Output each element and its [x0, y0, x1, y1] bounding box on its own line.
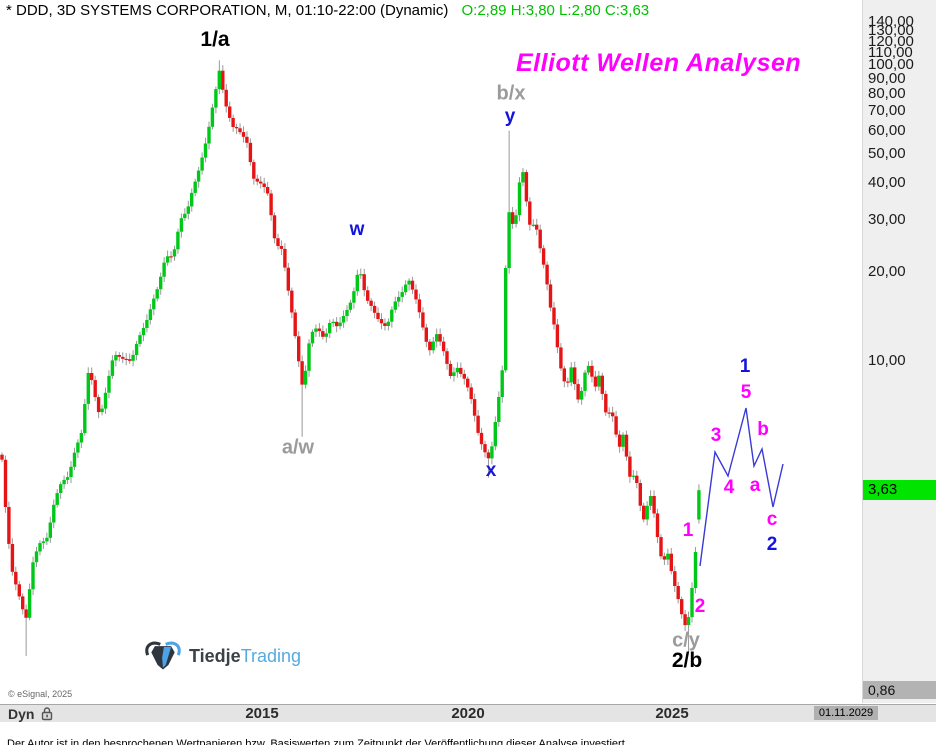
y-axis-label: 10,00 — [868, 352, 906, 369]
year-label-2025: 2025 — [655, 705, 689, 722]
wave-label-x: x — [485, 460, 497, 481]
wave-label-3: 3 — [710, 425, 722, 446]
candle-bodies — [0, 70, 701, 626]
future-date-tag: 01.11.2029 — [814, 706, 878, 720]
y-axis-label: 90,00 — [868, 69, 906, 87]
wave-label-4: 4 — [723, 477, 735, 498]
y-axis-label: 60,00 — [868, 121, 906, 139]
brand-text: TiedjeTrading — [189, 646, 301, 667]
tiedje-trading-logo: TiedjeTrading — [143, 637, 301, 675]
y-axis-label: 70,00 — [868, 101, 906, 119]
candlestick-chart[interactable] — [0, 0, 862, 703]
wave-label-5: 5 — [740, 382, 752, 403]
brand-tiedje: Tiedje — [189, 645, 241, 666]
y-axis-label: 50,00 — [868, 145, 906, 163]
price-axis[interactable]: 140,00 130,00 120,00 110,00 100,00 90,00 80,00… — [862, 0, 936, 703]
wave-label-2-b: 2/b — [671, 649, 703, 672]
esignal-copyright: © eSignal, 2025 — [8, 689, 73, 699]
brand-trading: Trading — [240, 645, 302, 666]
wave-label-1-a: 1/a — [200, 28, 230, 51]
time-axis-bar[interactable]: Dyn 2015 2020 2025 01.11.2029 — [0, 704, 936, 722]
year-label-2015: 2015 — [245, 705, 279, 722]
elliott-projection-line — [699, 407, 784, 567]
low-price-tag: 0,86 — [863, 681, 936, 699]
bull-icon — [145, 641, 181, 670]
wave-label-b: b — [757, 419, 769, 440]
candle-wicks — [1, 60, 700, 656]
lock-icon[interactable] — [40, 706, 54, 726]
symbol-title-bar: * DDD, 3D SYSTEMS CORPORATION, M, 01:10-… — [6, 2, 649, 19]
wave-label-2: 2 — [694, 596, 706, 617]
wave-label-w: w — [349, 219, 365, 240]
wave-label-b-x: b/x — [496, 82, 526, 105]
y-axis-label: 100,00 — [868, 56, 914, 74]
y-axis-label: 120,00 — [868, 32, 914, 50]
watermark-text: Elliott Wellen Analysen — [516, 49, 802, 77]
wave-label-1: 1 — [739, 356, 751, 377]
y-axis-label: 20,00 — [868, 262, 906, 280]
dyn-mode-button[interactable]: Dyn — [8, 706, 35, 722]
last-price-tag: 3,63 — [863, 480, 936, 501]
y-axis-label: 130,00 — [868, 22, 914, 40]
ohlc-readout: O:2,89 H:3,80 L:2,80 C:3,63 — [461, 2, 650, 19]
year-label-2020: 2020 — [451, 705, 485, 722]
wave-label-c-y: c/y — [672, 629, 700, 652]
symbol-title: * DDD, 3D SYSTEMS CORPORATION, M, 01:10-… — [6, 2, 449, 19]
wave-label-1: 1 — [682, 520, 694, 541]
y-axis-label: 140,00 — [868, 12, 914, 30]
y-axis-label: 30,00 — [868, 210, 906, 228]
wave-label-c: c — [766, 509, 778, 530]
y-axis-label: 80,00 — [868, 84, 906, 102]
y-axis-label: 40,00 — [868, 173, 906, 191]
y-axis-label: 110,00 — [868, 43, 913, 61]
wave-label-a: a — [749, 475, 761, 496]
wave-label-y: y — [504, 106, 516, 127]
disclaimer-text: Der Autor ist in den besprochenen Wertpa… — [7, 738, 628, 745]
wave-label-a-w: a/w — [281, 436, 315, 459]
chart-pane[interactable]: Elliott Wellen Analysen 1/a b/x y w a/w x c/y 2… — [0, 0, 862, 703]
wave-label-2: 2 — [766, 534, 778, 555]
